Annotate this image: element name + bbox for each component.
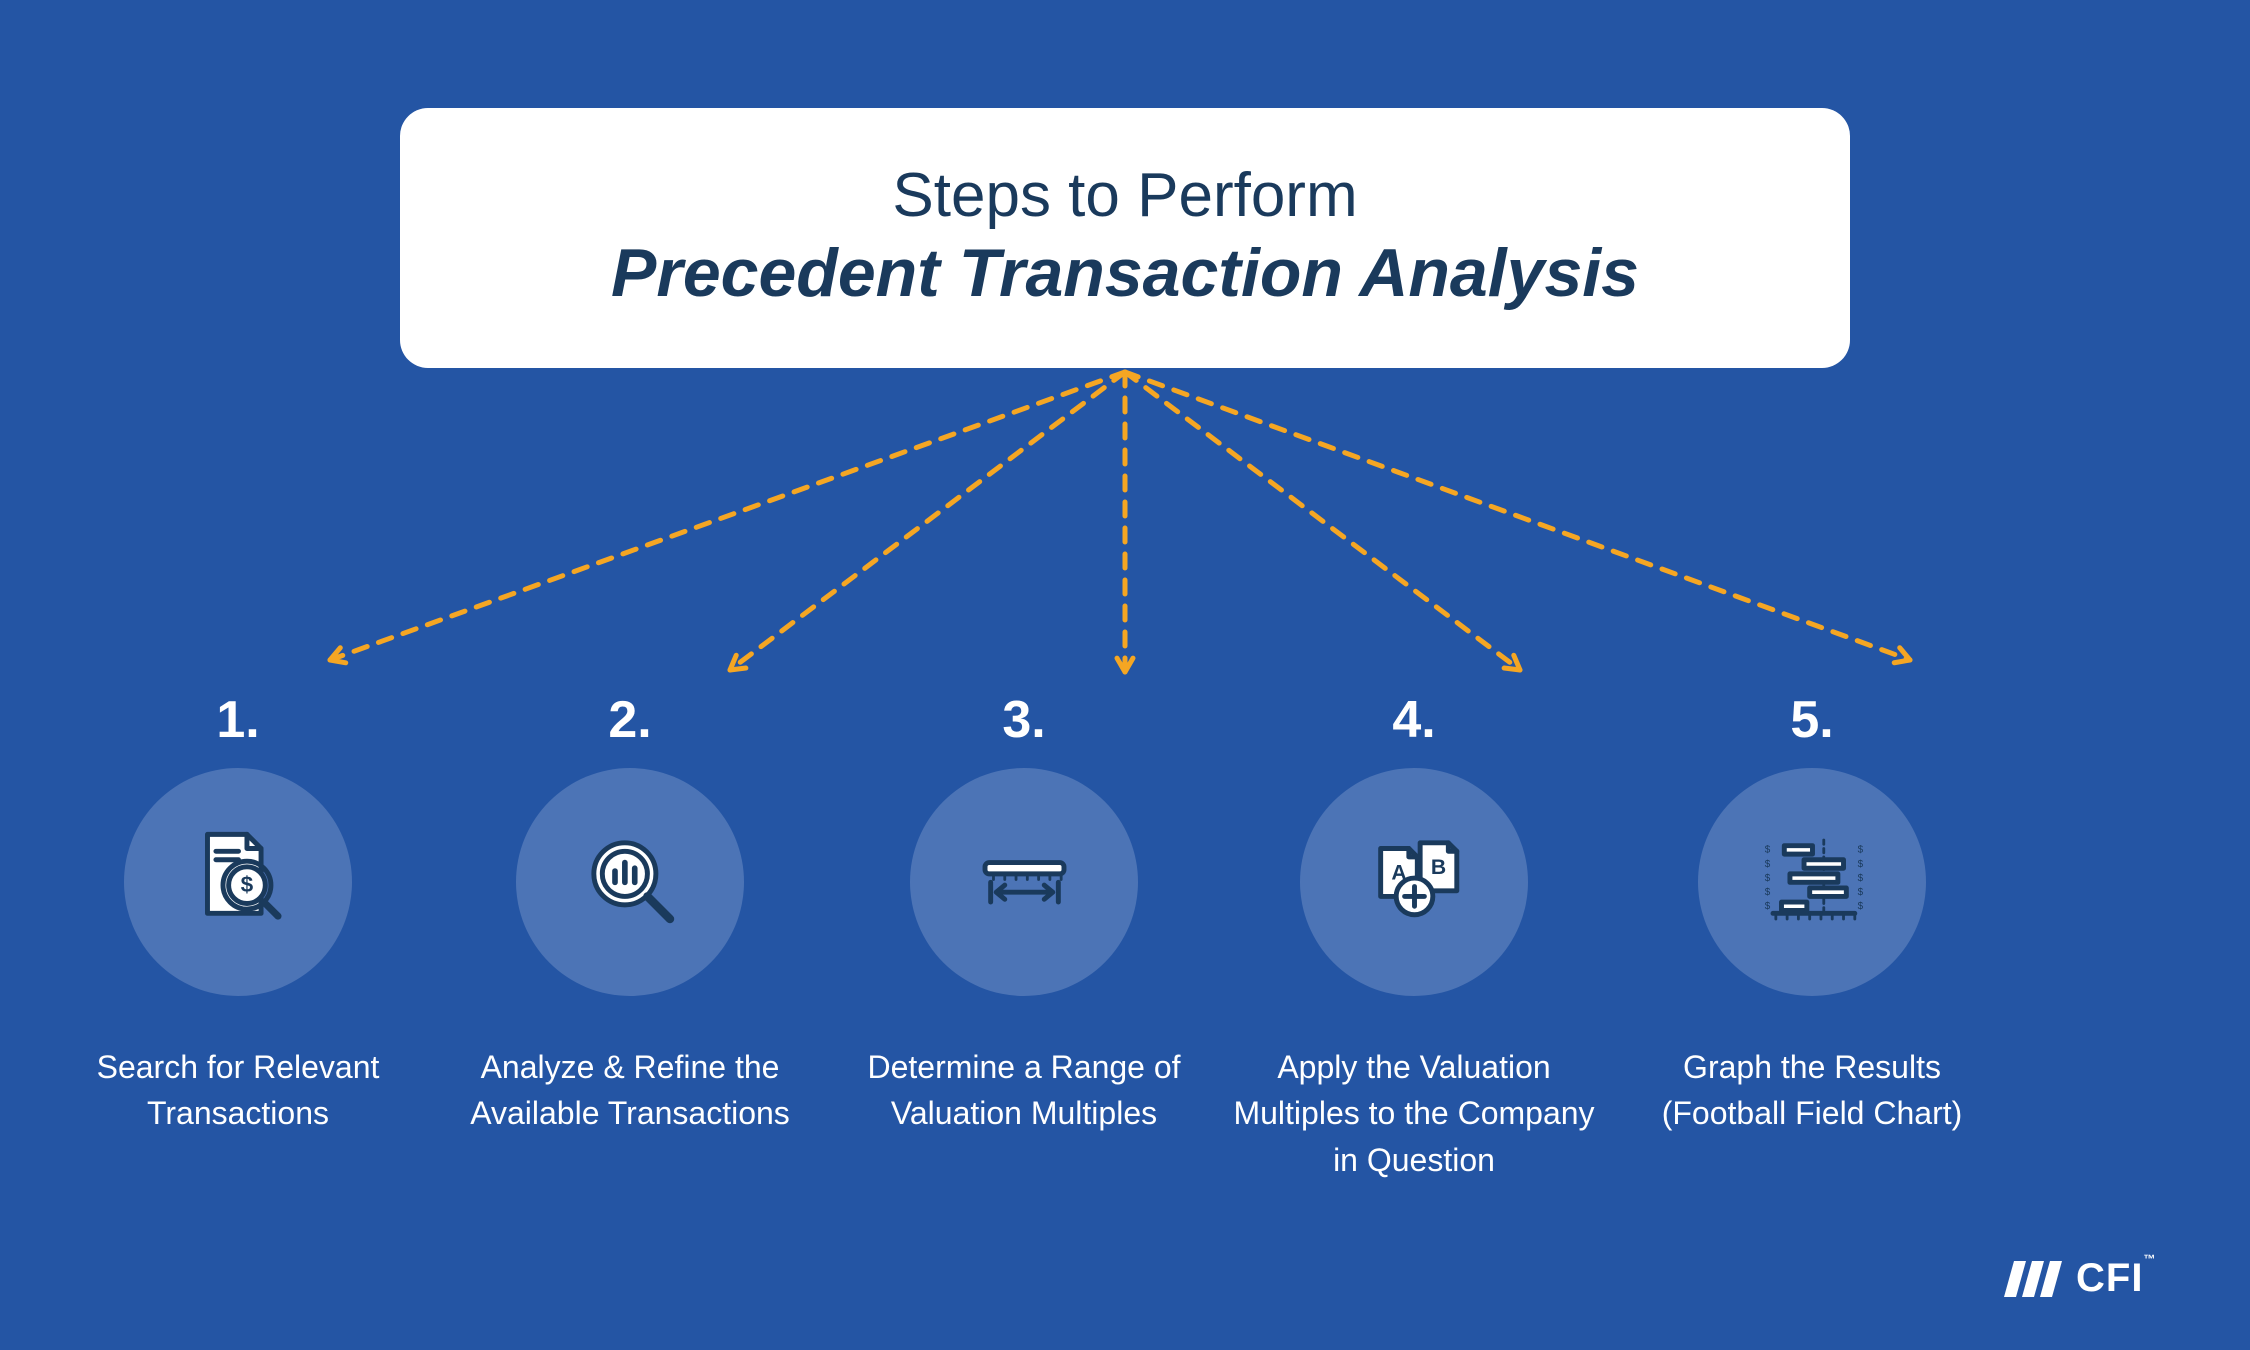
step-number: 1. (216, 690, 259, 750)
svg-text:$: $ (1764, 873, 1770, 884)
logo-text: CFI™ (2076, 1256, 2156, 1301)
step-description: Graph the Results (Football Field Chart) (1622, 1044, 2002, 1137)
svg-text:$: $ (1857, 873, 1863, 884)
step-2: 2. Analyze & Refine the Available Transac… (440, 690, 820, 1137)
title-line-1: Steps to Perform (892, 160, 1357, 231)
svg-text:$: $ (240, 872, 253, 897)
svg-text:$: $ (1857, 859, 1863, 870)
step-icon-circle: $ (124, 768, 352, 996)
step-1: 1. $ Search for Relevant Transactions (48, 690, 428, 1137)
step-number: 2. (608, 690, 651, 750)
football-field-icon: $ $ $ $ $ $ $ $ $ $ (1742, 809, 1883, 955)
step-3: 3. Determine a Range of Valuation Multipl… (834, 690, 1214, 1137)
svg-text:$: $ (1764, 887, 1770, 898)
step-description: Analyze & Refine the Available Transacti… (440, 1044, 820, 1137)
step-description: Determine a Range of Valuation Multiples (834, 1044, 1214, 1137)
step-5: 5. $ $ $ $ $ $ $ $ $ $ Graph the Results (Football … (1622, 690, 2002, 1137)
step-icon-circle: $ $ $ $ $ $ $ $ $ $ (1698, 768, 1926, 996)
svg-text:B: B (1430, 856, 1445, 879)
step-description: Apply the Valuation Multiples to the Com… (1224, 1044, 1604, 1183)
title-card: Steps to Perform Precedent Transaction A… (400, 108, 1850, 368)
step-icon-circle (910, 768, 1138, 996)
doc-dollar-search-icon: $ (168, 809, 309, 955)
step-number: 5. (1790, 690, 1833, 750)
step-number: 4. (1392, 690, 1435, 750)
title-line-2: Precedent Transaction Analysis (611, 231, 1639, 316)
range-ruler-icon (954, 809, 1095, 955)
step-description: Search for Relevant Transactions (48, 1044, 428, 1137)
docs-ab-plus-icon: AB (1344, 809, 1485, 955)
step-icon-circle (516, 768, 744, 996)
step-4: 4. AB Apply the Valuation Multiples to the… (1224, 690, 1604, 1183)
svg-text:$: $ (1764, 901, 1770, 912)
step-icon-circle: AB (1300, 768, 1528, 996)
svg-text:$: $ (1857, 901, 1863, 912)
logo-bars-icon (2000, 1259, 2062, 1299)
svg-text:$: $ (1764, 845, 1770, 856)
brand-logo: CFI™ (2000, 1256, 2156, 1301)
svg-text:$: $ (1764, 859, 1770, 870)
svg-text:$: $ (1857, 845, 1863, 856)
svg-text:$: $ (1857, 887, 1863, 898)
step-number: 3. (1002, 690, 1045, 750)
infographic-canvas: Steps to Perform Precedent Transaction A… (0, 0, 2250, 1350)
magnify-bars-icon (560, 809, 701, 955)
